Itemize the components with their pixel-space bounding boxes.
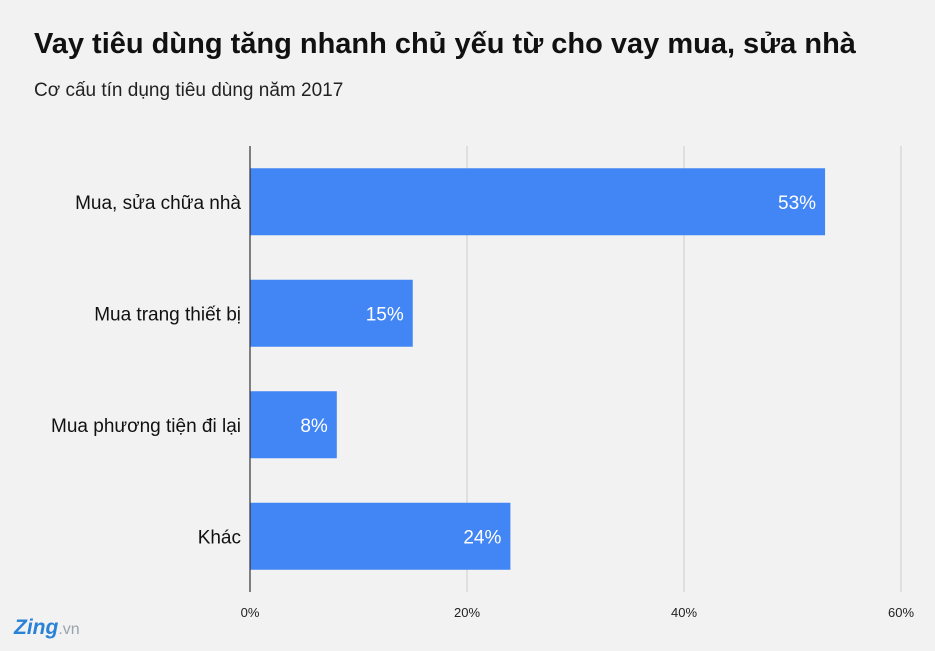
x-tick-label: 40% [671, 605, 697, 620]
bar [250, 502, 511, 570]
bar [250, 168, 826, 236]
category-label: Khác [198, 527, 241, 548]
data-label: 53% [778, 193, 816, 214]
logo-suffix: .vn [58, 621, 80, 638]
bar [250, 391, 337, 459]
chart-subtitle: Cơ cấu tín dụng tiêu dùng năm 2017 [34, 80, 344, 101]
logo-brand: Zing [14, 616, 59, 639]
x-tick-label: 20% [454, 605, 480, 620]
zing-logo: Zing.vn [14, 616, 80, 640]
data-label: 15% [366, 304, 404, 325]
x-tick-label: 0% [241, 605, 260, 620]
bar [250, 279, 413, 347]
data-label: 8% [300, 416, 328, 437]
category-label: Mua, sửa chữa nhà [75, 193, 241, 214]
category-label: Mua trang thiết bị [94, 304, 241, 325]
x-tick-label: 60% [888, 605, 914, 620]
data-label: 24% [463, 527, 501, 548]
category-label: Mua phương tiện đi lại [51, 416, 241, 437]
chart-title: Vay tiêu dùng tăng nhanh chủ yếu từ cho … [34, 28, 856, 60]
